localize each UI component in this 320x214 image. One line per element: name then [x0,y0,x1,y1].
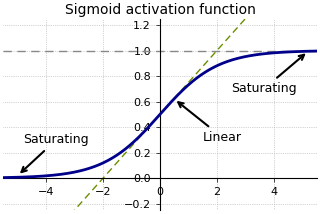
Title: Sigmoid activation function: Sigmoid activation function [65,3,255,18]
Text: Saturating: Saturating [21,133,89,172]
Text: Linear: Linear [178,102,242,144]
Text: Saturating: Saturating [231,55,304,95]
